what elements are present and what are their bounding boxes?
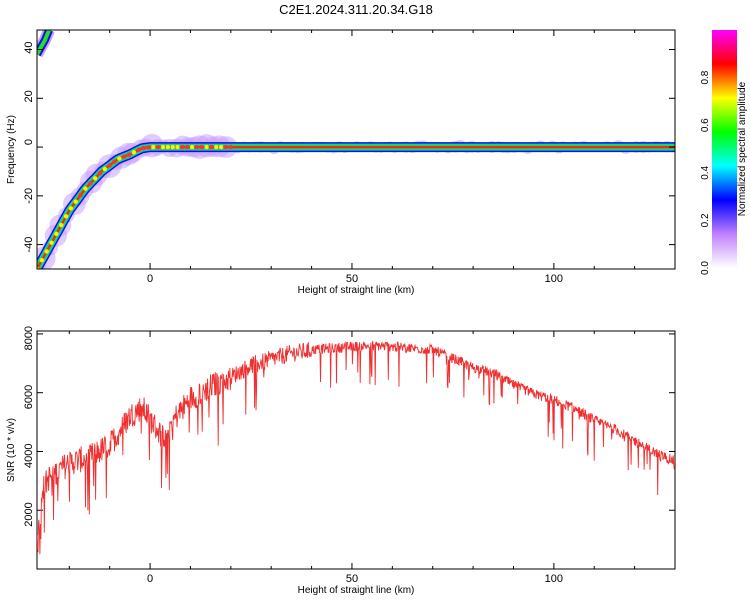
snr-y-tick-label: 2000: [23, 502, 35, 526]
ridge-bead: [223, 144, 229, 150]
ridge-green: [37, 144, 675, 269]
ridge-bead: [218, 144, 224, 150]
colorbar-tick-label: 0.8: [700, 70, 711, 84]
colorbar-tick-label: 0.4: [700, 165, 711, 179]
heatmap-y-tick-label: 40: [23, 42, 35, 54]
snr-y-tick-label: 6000: [23, 385, 35, 409]
branch-green: [37, 30, 51, 56]
ridge-bead: [165, 144, 171, 150]
snr-x-tick-label: 50: [346, 573, 358, 585]
ridge-bead: [136, 147, 141, 153]
snr-y-tick-label: 8000: [23, 326, 35, 350]
ridge-bead: [63, 214, 69, 219]
colorbar-tick-label: 0.0: [700, 261, 711, 275]
heatmap-y-tick-label: 0: [23, 139, 35, 145]
heatmap-y-tick-label: -40: [23, 237, 35, 253]
ridge-bead: [151, 144, 156, 150]
heatmap-x-tick-label: 100: [545, 273, 563, 285]
ridge-bead: [126, 152, 132, 157]
ridge-bead: [122, 154, 127, 159]
colorbar: [712, 30, 737, 268]
ridge-bead: [117, 156, 122, 161]
ridge-bead: [92, 176, 98, 181]
snr-y-axis-label: SNR (10 * v/v): [6, 418, 17, 482]
ridge-bead: [170, 144, 175, 150]
ridge-bead: [78, 192, 83, 198]
snr-x-tick-label: 100: [545, 573, 563, 585]
ridge-bead: [68, 206, 74, 211]
ridge-bead: [228, 144, 234, 150]
ridge-bead: [102, 166, 108, 172]
ridge-bead: [146, 145, 151, 150]
ridge-bead: [214, 144, 219, 150]
ridge-bead: [194, 144, 200, 150]
chart-title: C2E1.2024.311.20.34.G18: [279, 2, 433, 17]
ridge-bead: [107, 163, 112, 168]
heatmap-x-axis-label: Height of straight line (km): [298, 285, 415, 296]
ridge-bead: [37, 266, 40, 269]
heatmap-x-tick-label: 0: [147, 273, 153, 285]
ridge-bead: [54, 231, 59, 237]
colorbar-label: Normalized spectral amplitude: [737, 81, 748, 216]
ridge-bead: [49, 240, 54, 245]
ridge-bead: [155, 144, 161, 150]
colorbar-tick-label: 0.2: [700, 213, 711, 227]
ridge-bead: [185, 144, 190, 150]
heatmap-frame: [36, 29, 676, 270]
snr-x-axis-label: Height of straight line (km): [298, 585, 415, 596]
ridge-bead: [73, 199, 78, 204]
ridge-bead: [199, 144, 204, 150]
ridge-bead: [83, 186, 88, 191]
ridge-bead: [97, 170, 103, 176]
ridge-cyan: [37, 143, 675, 269]
snr-y-tick-label: 4000: [23, 443, 35, 467]
ridge-bead: [209, 144, 214, 150]
heatmap-y-tick-label: 20: [23, 90, 35, 102]
heatmap-area: [37, 30, 675, 269]
ridge-bead: [44, 249, 49, 254]
ridge-bead: [39, 258, 45, 263]
ridge-bead: [88, 181, 93, 186]
ridge-bead: [112, 159, 117, 164]
heatmap-y-axis-label: Frequency (Hz): [6, 115, 17, 184]
ridge-bead: [189, 144, 195, 150]
snr-x-tick-label: 0: [147, 573, 153, 585]
heatmap-y-tick-label: -20: [23, 188, 35, 204]
colorbar-tick-label: 0.6: [700, 118, 711, 132]
ridge-bead: [160, 144, 166, 150]
ridge-blue: [37, 142, 675, 269]
heatmap-x-tick-label: 50: [346, 273, 358, 285]
ridge-bead: [180, 144, 185, 150]
ridge-bead: [175, 144, 180, 150]
ridge-bead: [204, 144, 209, 150]
snr-frame: [36, 330, 676, 570]
ridge-bead: [141, 145, 146, 151]
ridge-bead: [59, 222, 64, 228]
ridge-bead: [131, 150, 137, 155]
snr-series-line: [37, 340, 675, 555]
ridge-red: [37, 146, 675, 269]
